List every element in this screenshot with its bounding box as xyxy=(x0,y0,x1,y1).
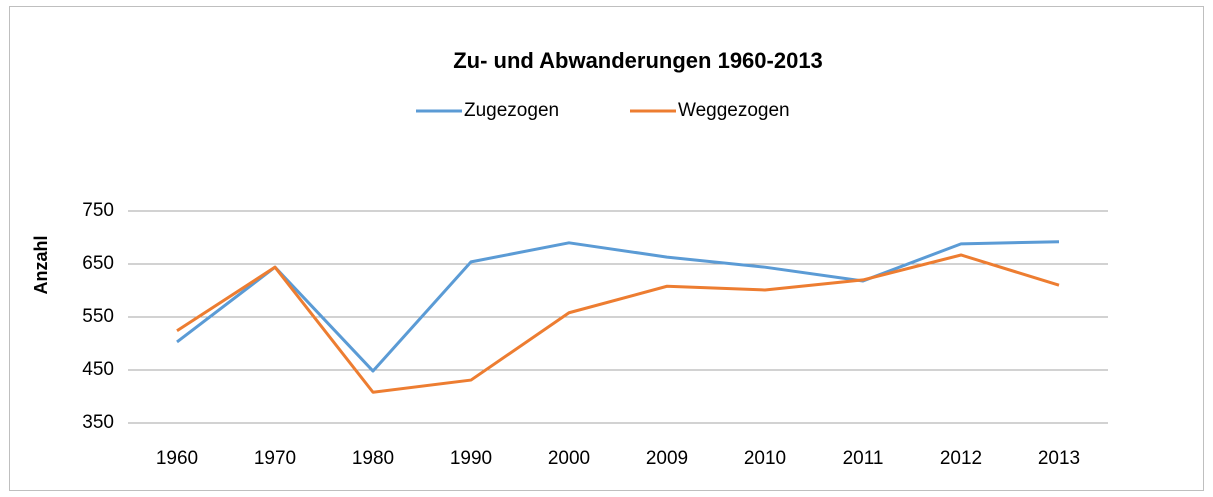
x-tick-label: 2013 xyxy=(1038,448,1080,469)
chart-title: Zu- und Abwanderungen 1960-2013 xyxy=(453,48,823,73)
y-tick-label: 450 xyxy=(82,359,114,380)
y-tick-label: 550 xyxy=(82,306,114,327)
x-tick-label: 1970 xyxy=(254,448,296,469)
y-tick-label: 650 xyxy=(82,253,114,274)
x-tick-label: 2012 xyxy=(940,448,982,469)
x-tick-label: 2010 xyxy=(744,448,786,469)
x-tick-label: 1960 xyxy=(156,448,198,469)
y-axis-label: Anzahl xyxy=(31,235,51,294)
x-tick-label: 1980 xyxy=(352,448,394,469)
line-series xyxy=(176,240,1060,373)
y-tick-label: 750 xyxy=(82,200,114,221)
x-tick-label: 2011 xyxy=(843,448,884,469)
line-series xyxy=(176,253,1060,394)
legend-label: Zugezogen xyxy=(464,100,559,121)
x-tick-label: 1990 xyxy=(450,448,492,469)
legend-label: Weggezogen xyxy=(678,100,790,121)
y-tick-label: 350 xyxy=(82,412,114,433)
x-tick-label: 2009 xyxy=(646,448,688,469)
x-tick-label: 2000 xyxy=(548,448,590,469)
